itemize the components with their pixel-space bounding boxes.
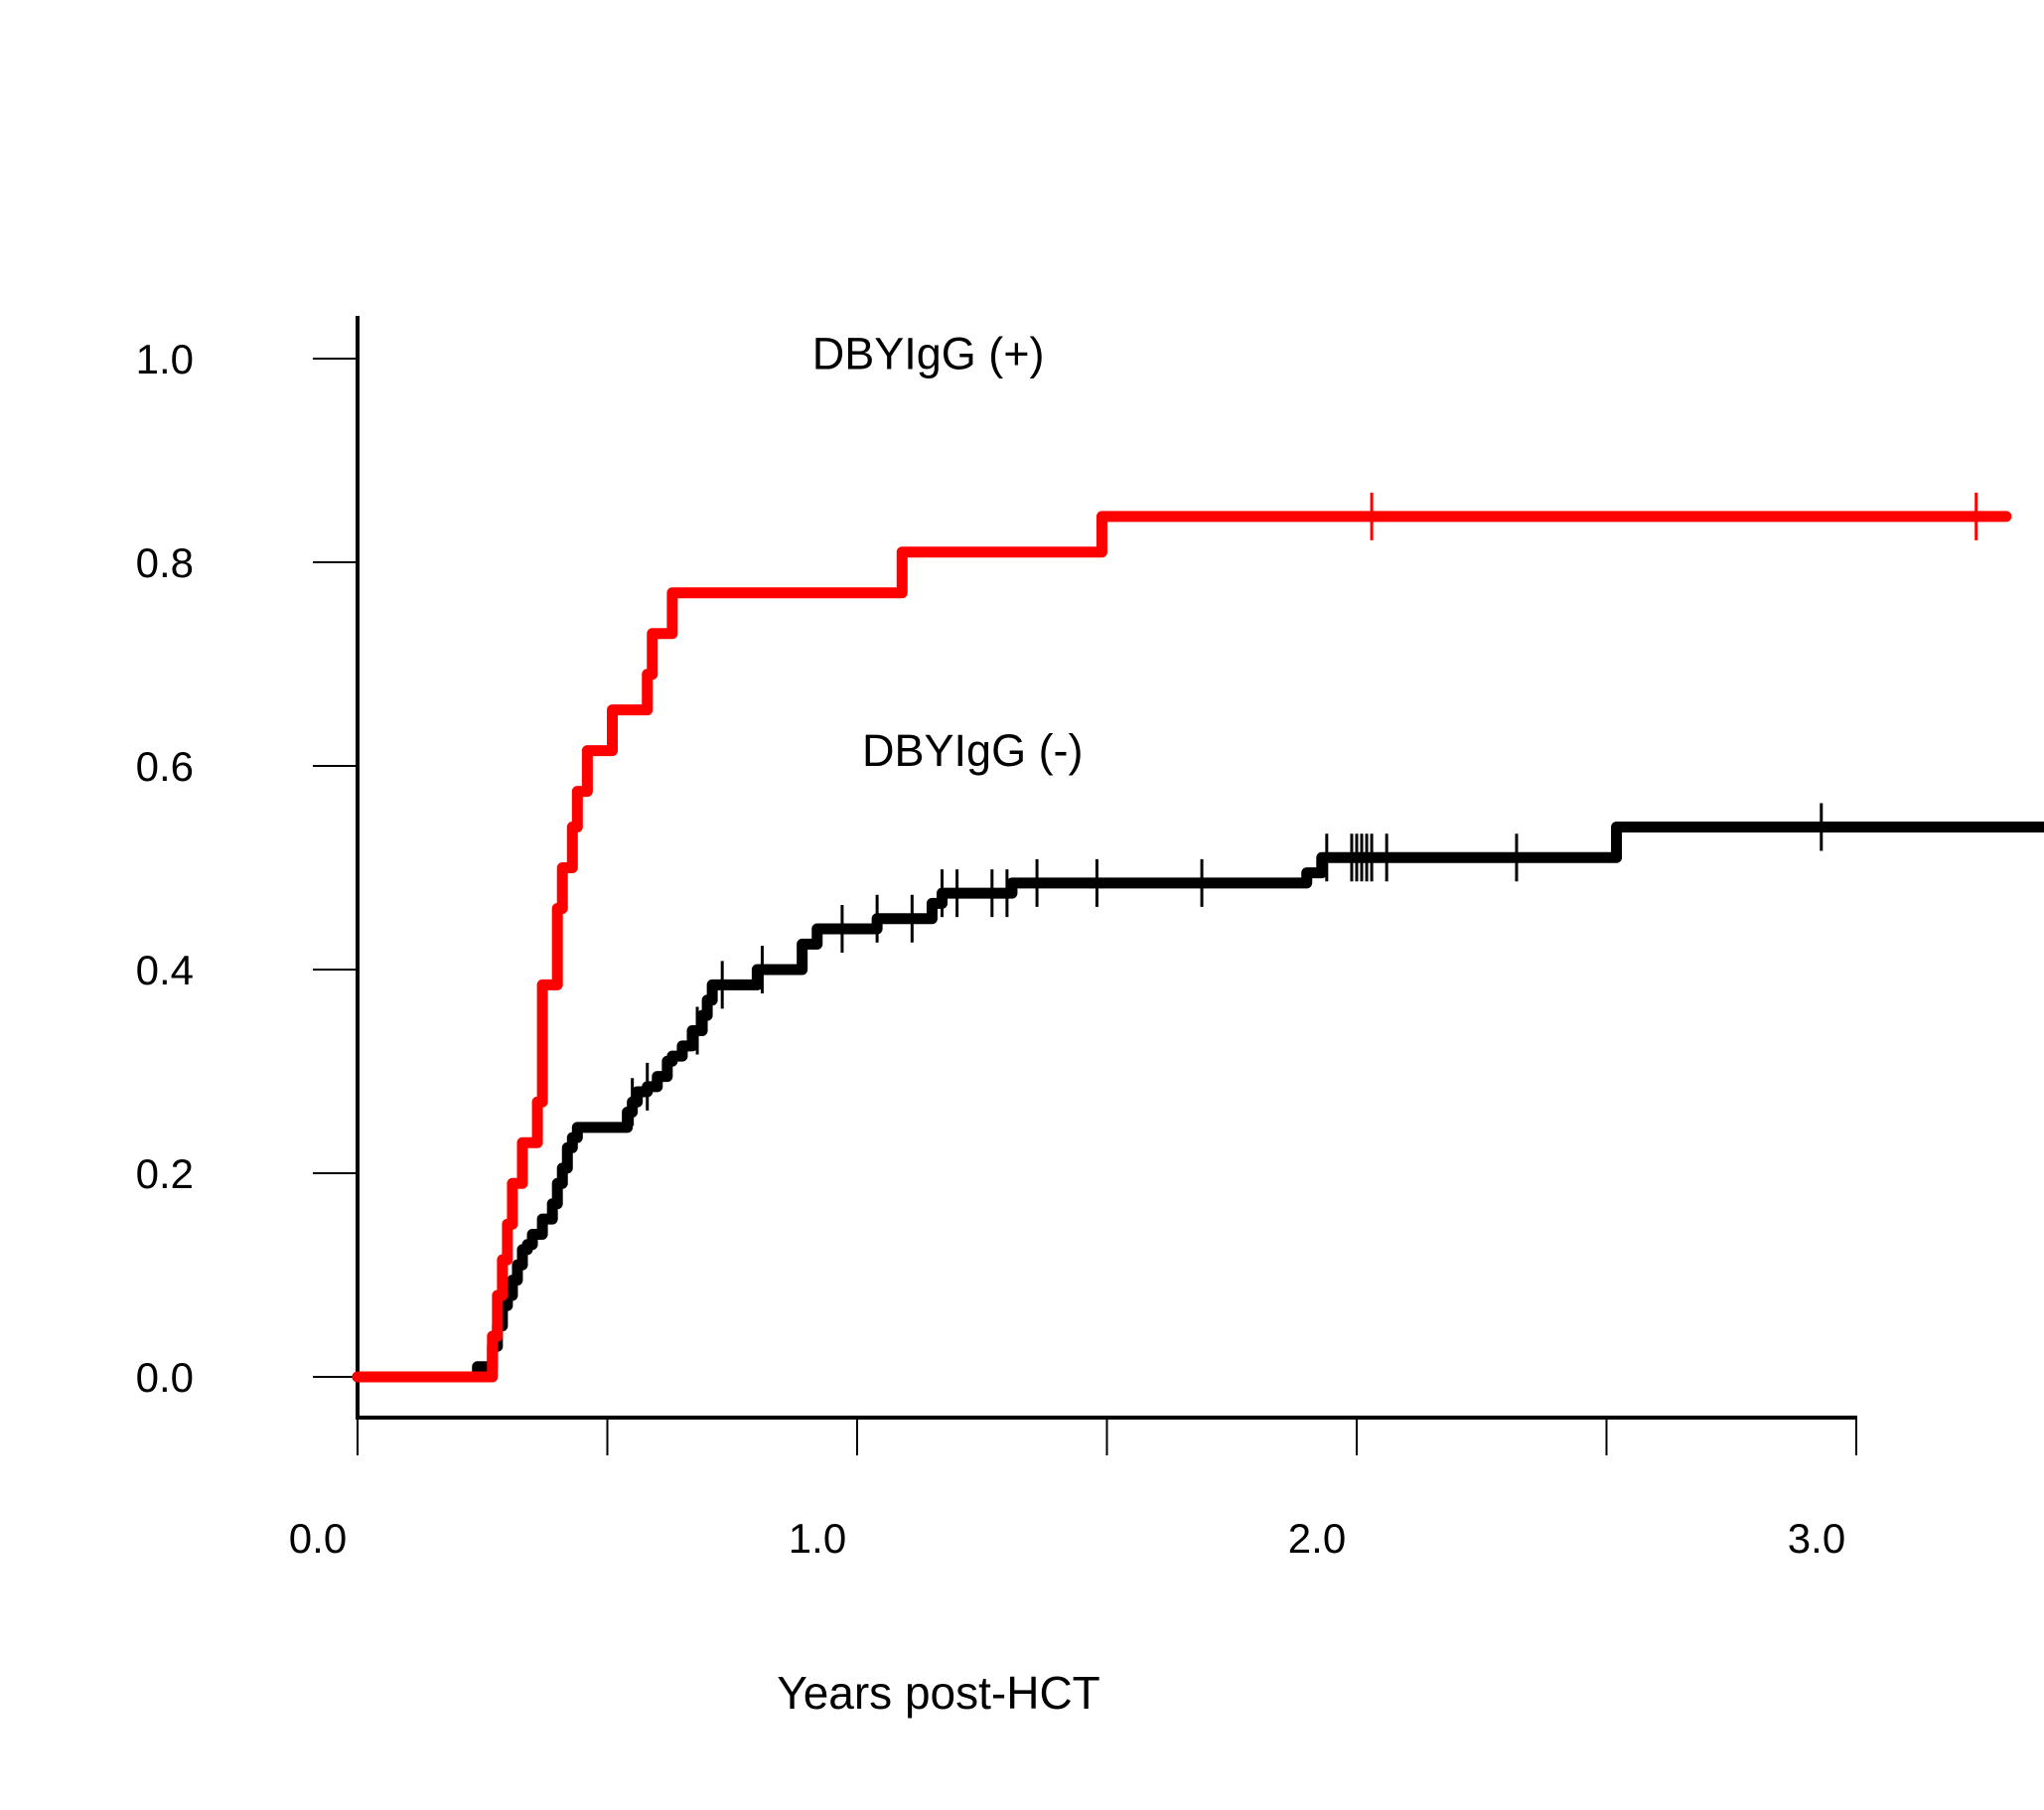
series-line-0 bbox=[352, 511, 2012, 1383]
series-1: DBYIgG (-) bbox=[352, 725, 2044, 1383]
y-tick-label-3: 0.6 bbox=[136, 743, 194, 790]
y-tick-label-2: 0.4 bbox=[136, 947, 194, 993]
y-tick-label-4: 0.8 bbox=[136, 539, 194, 586]
x-tick-label-2: 2.0 bbox=[1288, 1515, 1346, 1562]
x-axis-ticks: 0.0 1.0 2.0 3.0 bbox=[289, 1418, 1857, 1562]
axes: 0.0 1.0 2.0 3.0 0.0 0.2 0.4 0.6 0.8 1.0 bbox=[136, 316, 1857, 1562]
series-label-0: DBYIgG (+) bbox=[812, 328, 1045, 378]
y-tick-label-5: 1.0 bbox=[136, 336, 194, 382]
x-tick-label-0: 0.0 bbox=[289, 1515, 347, 1562]
series-group: DBYIgG (-) DBYIgG (+) bbox=[352, 328, 2044, 1383]
y-axis-ticks: 0.0 0.2 0.4 0.6 0.8 1.0 bbox=[136, 336, 358, 1401]
series-0: DBYIgG (+) bbox=[352, 328, 2012, 1383]
x-axis-title: Years post-HCT bbox=[777, 1667, 1100, 1719]
series-label-1: DBYIgG (-) bbox=[862, 725, 1084, 776]
y-tick-label-0: 0.0 bbox=[136, 1354, 194, 1401]
series-line-1 bbox=[352, 822, 2044, 1383]
x-tick-label-1: 1.0 bbox=[789, 1515, 846, 1562]
x-tick-label-3: 3.0 bbox=[1788, 1515, 1845, 1562]
y-tick-label-1: 0.2 bbox=[136, 1150, 194, 1197]
